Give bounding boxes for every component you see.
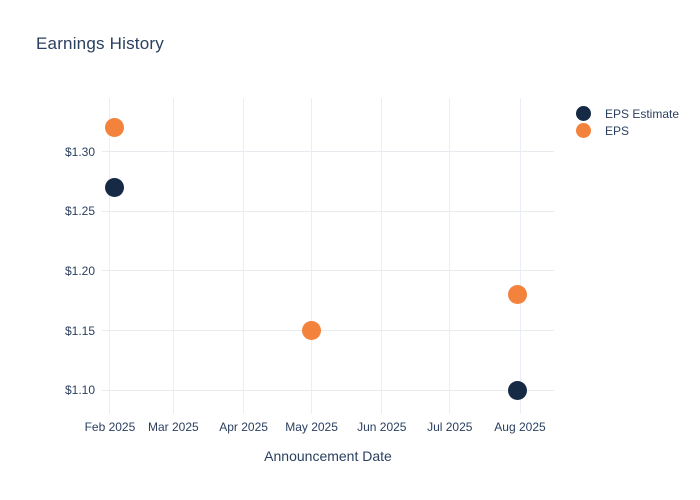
horizontal-gridline xyxy=(102,270,554,272)
legend-label-eps-estimate: EPS Estimate xyxy=(605,106,680,121)
y-axis-tick-label: $1.25 xyxy=(64,204,95,219)
vertical-gridline xyxy=(109,98,111,414)
x-axis-tick-label: Jun 2025 xyxy=(357,420,407,434)
x-axis-tick-label: Aug 2025 xyxy=(494,420,546,434)
vertical-gridline xyxy=(243,98,245,414)
data-point-eps[interactable] xyxy=(104,118,124,138)
x-axis-tick-label: Jul 2025 xyxy=(427,420,473,434)
data-point-eps-estimate[interactable] xyxy=(104,177,124,197)
legend-marker-eps-icon xyxy=(576,123,591,138)
horizontal-gridline xyxy=(102,151,554,153)
x-axis-tick-label: May 2025 xyxy=(285,420,338,434)
vertical-gridline xyxy=(311,98,313,414)
vertical-gridline xyxy=(449,98,451,414)
y-axis-tick-label: $1.20 xyxy=(64,263,95,278)
horizontal-gridline xyxy=(102,330,554,332)
x-axis-title: Announcement Date xyxy=(264,448,392,464)
horizontal-gridline xyxy=(102,389,554,391)
x-axis-tick-label: Feb 2025 xyxy=(84,420,136,434)
data-point-eps[interactable] xyxy=(302,321,322,341)
data-point-eps[interactable] xyxy=(508,285,528,305)
y-axis-tick-label: $1.10 xyxy=(64,383,95,398)
vertical-gridline xyxy=(519,98,521,414)
y-axis-tick-label: $1.30 xyxy=(64,144,95,159)
vertical-gridline xyxy=(381,98,383,414)
chart-title: Earnings History xyxy=(36,34,164,53)
legend-label-eps: EPS xyxy=(605,123,630,138)
legend-item-eps-estimate[interactable]: EPS Estimate xyxy=(570,105,679,122)
legend-item-eps[interactable]: EPS xyxy=(570,122,679,139)
x-axis-tick-label: Apr 2025 xyxy=(219,420,268,434)
data-point-eps-estimate[interactable] xyxy=(508,380,528,400)
legend: EPS Estimate EPS xyxy=(570,105,679,139)
x-axis-tick-label: Mar 2025 xyxy=(148,420,199,434)
y-axis-tick-label: $1.15 xyxy=(64,323,95,338)
legend-marker-eps-estimate-icon xyxy=(576,106,591,121)
vertical-gridline xyxy=(172,98,174,414)
horizontal-gridline xyxy=(102,210,554,212)
